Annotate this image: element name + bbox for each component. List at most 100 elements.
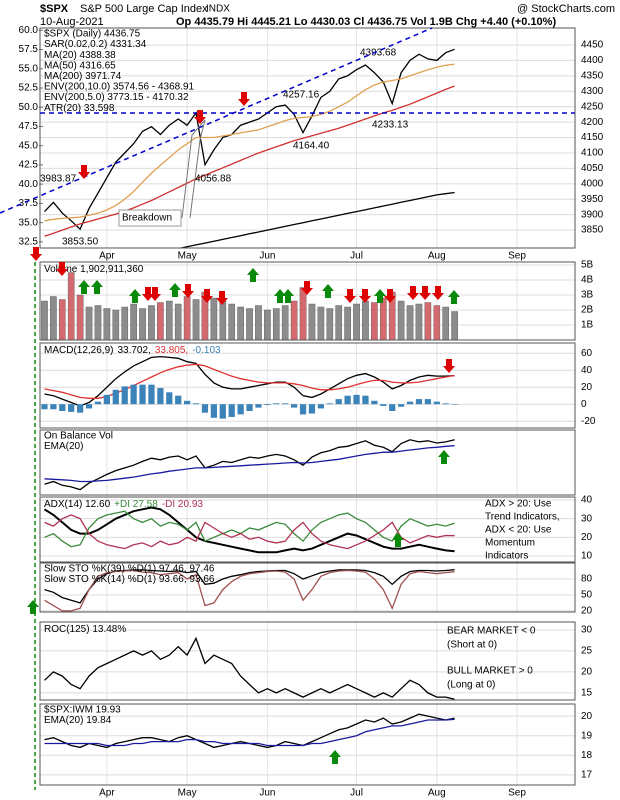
- y2-tick-label: 42.5: [19, 160, 39, 171]
- y-tick-label: 4100: [581, 148, 604, 159]
- series-line: [43, 506, 455, 554]
- volume-bar: [353, 303, 360, 340]
- y-tick-label: 80: [581, 574, 593, 585]
- volume-bar: [308, 303, 316, 340]
- y2-tick-label: 45.0: [19, 140, 39, 151]
- histogram-bar: [291, 404, 298, 408]
- histogram-bar: [406, 401, 414, 405]
- sell-arrow: [182, 284, 194, 298]
- symbol: $SPX: [40, 3, 69, 15]
- buy-arrow: [247, 268, 259, 282]
- volume-bar: [299, 287, 307, 340]
- y-tick-label: -20: [581, 416, 596, 427]
- y-tick-label: 4B: [581, 275, 594, 286]
- legend-entry: 33.805,: [155, 345, 188, 356]
- y-tick-label: 40: [581, 365, 593, 376]
- sell-arrow: [443, 359, 455, 373]
- annotation: 4233.13: [372, 120, 409, 131]
- buy-arrow: [448, 290, 460, 304]
- histogram-bar: [50, 404, 57, 410]
- y-tick-label: 3B: [581, 290, 594, 301]
- volume-bar: [290, 300, 298, 340]
- callout: [181, 119, 206, 219]
- annotation: 4056.88: [195, 174, 232, 185]
- histogram-bar: [77, 404, 84, 413]
- histogram-bar: [237, 404, 244, 415]
- volume-bar: [281, 305, 289, 340]
- histogram-bar: [130, 384, 137, 405]
- y-tick-label: 40: [581, 495, 593, 506]
- y-tick-label: 4400: [581, 55, 604, 66]
- y-tick-label: 1B: [581, 320, 594, 331]
- sell-arrow: [216, 291, 228, 305]
- buy-arrow: [27, 600, 39, 614]
- series-line: [177, 191, 455, 248]
- volume-bar: [406, 305, 414, 340]
- quote: Op 4435.79 Hi 4445.21 Lo 4430.03 Cl 4436…: [176, 16, 556, 28]
- y-tick-label: 0: [581, 399, 587, 410]
- buy-arrow: [91, 280, 103, 294]
- note: ADX > 20: Use: [485, 499, 552, 510]
- y-tick-label: 20: [581, 711, 593, 722]
- panel: [40, 262, 575, 340]
- histogram-bar: [175, 395, 182, 405]
- y-tick-label: 4150: [581, 132, 604, 143]
- x-tick-label: Jul: [350, 251, 363, 262]
- volume-bar: [433, 305, 441, 340]
- volume-bar: [210, 297, 218, 340]
- y-tick-label: 4000: [581, 178, 604, 189]
- sell-arrow: [149, 287, 161, 301]
- sell-arrow: [78, 165, 90, 179]
- sell-arrow: [384, 289, 396, 303]
- x-tick-label: Jul: [350, 788, 363, 799]
- histogram-bar: [424, 399, 431, 405]
- sell-arrow: [56, 262, 68, 276]
- source: @ StockCharts.com: [517, 3, 615, 15]
- volume-bar: [219, 300, 227, 340]
- histogram-bar: [353, 394, 360, 405]
- note: ADX < 20: Use: [485, 525, 552, 536]
- annotation: 4164.40: [293, 141, 330, 152]
- sell-arrow: [201, 289, 213, 303]
- y-tick-label: 20: [581, 606, 593, 617]
- histogram-bar: [157, 388, 164, 405]
- y-tick-label: 4250: [581, 101, 604, 112]
- volume-bar: [272, 308, 280, 340]
- series-line: [44, 363, 455, 399]
- y-tick-label: 20: [581, 532, 593, 543]
- annotation: 3983.87: [40, 174, 77, 185]
- legend: Volume 1,902,911,360: [44, 264, 144, 275]
- histogram-bar: [192, 403, 200, 405]
- series-line: [44, 514, 455, 550]
- legend-entry: Volume 1,902,911,360: [44, 264, 144, 275]
- legend-entry: ATR(20) 33.598: [44, 103, 115, 114]
- y-tick-label: 4300: [581, 86, 604, 97]
- histogram-bar: [442, 403, 449, 405]
- y2-tick-label: 32.5: [19, 236, 39, 247]
- legend-entry: EMA(20): [44, 441, 83, 452]
- legend-entry: ADX(14) 12.60: [44, 499, 111, 510]
- volume-bar: [85, 306, 93, 340]
- legend-entry: ROC(125) 13.48%: [44, 624, 126, 635]
- series-line: [44, 355, 455, 407]
- y-tick-label: 3950: [581, 194, 604, 205]
- date: 10-Aug-2021: [40, 16, 104, 28]
- volume-bar: [424, 302, 432, 340]
- histogram-bar: [121, 386, 128, 405]
- histogram-bar: [219, 404, 226, 419]
- exchange: INDX: [206, 4, 230, 15]
- histogram-bar: [335, 399, 342, 405]
- volume-bar: [165, 300, 173, 340]
- legend-label: MACD(12,26,9): [44, 345, 113, 356]
- panel-border: [39, 429, 576, 496]
- buy-arrow: [374, 289, 386, 303]
- y-tick-label: 60: [581, 348, 593, 359]
- histogram-bar: [344, 395, 351, 405]
- volume-bar: [371, 302, 378, 340]
- legend: ROC(125) 13.48%: [44, 624, 126, 635]
- buy-arrow: [438, 450, 450, 464]
- panel: [40, 622, 575, 700]
- series-line: [44, 48, 455, 231]
- volume-bar: [121, 306, 129, 340]
- volume-bar: [451, 311, 458, 340]
